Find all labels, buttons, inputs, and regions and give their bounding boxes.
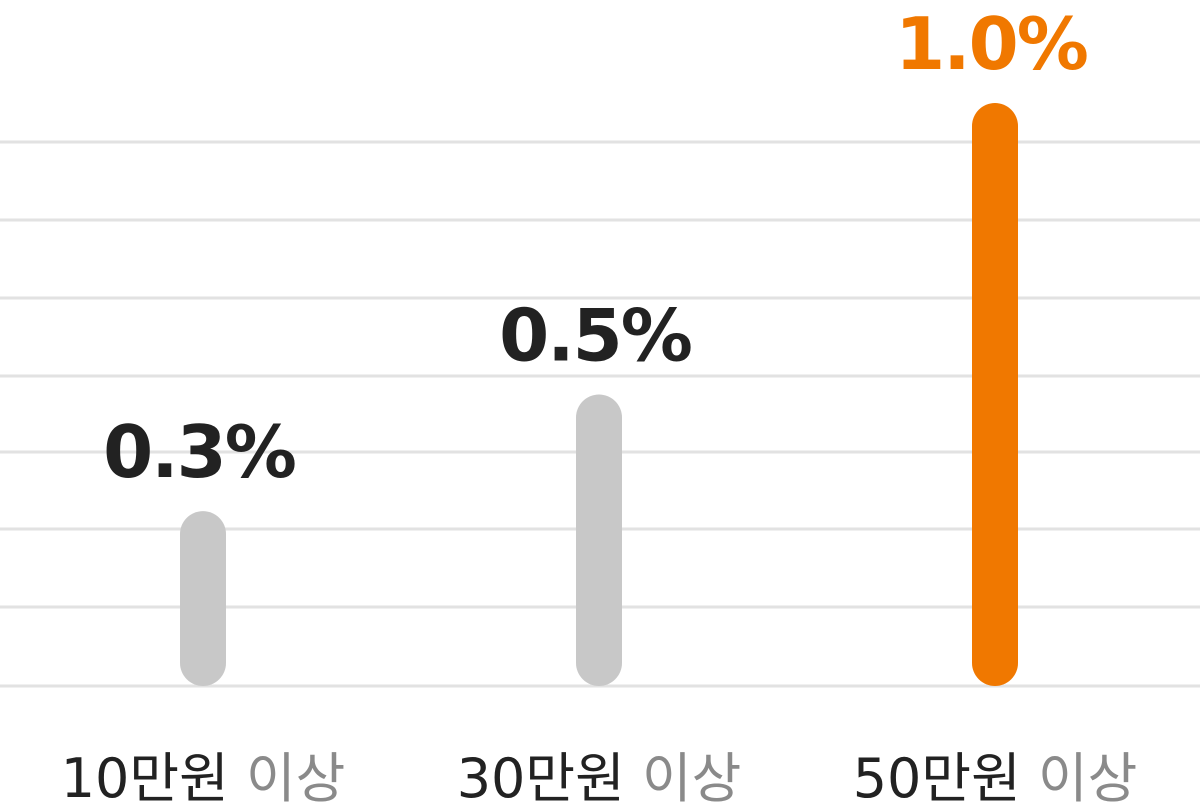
value-label-2: 0.5% [499,294,691,378]
value-labels: 0.3% 0.5% 1.0% [103,2,1089,494]
category-labels: 10만원 이상 30만원 이상 50만원 이상 [61,747,1138,810]
value-label-3: 1.0% [895,2,1087,86]
category-label-1: 10만원 이상 [61,747,346,810]
category-suffix: 이상 [642,747,741,810]
bars [180,103,1018,686]
category-amount: 50만원 [853,747,1021,810]
value-label-1: 0.3% [103,410,295,494]
category-amount: 30만원 [457,747,625,810]
category-amount: 10만원 [61,747,229,810]
category-label-2: 30만원 이상 [457,747,742,810]
category-suffix: 이상 [1038,747,1137,810]
category-suffix: 이상 [246,747,345,810]
category-label-3: 50만원 이상 [853,747,1138,810]
